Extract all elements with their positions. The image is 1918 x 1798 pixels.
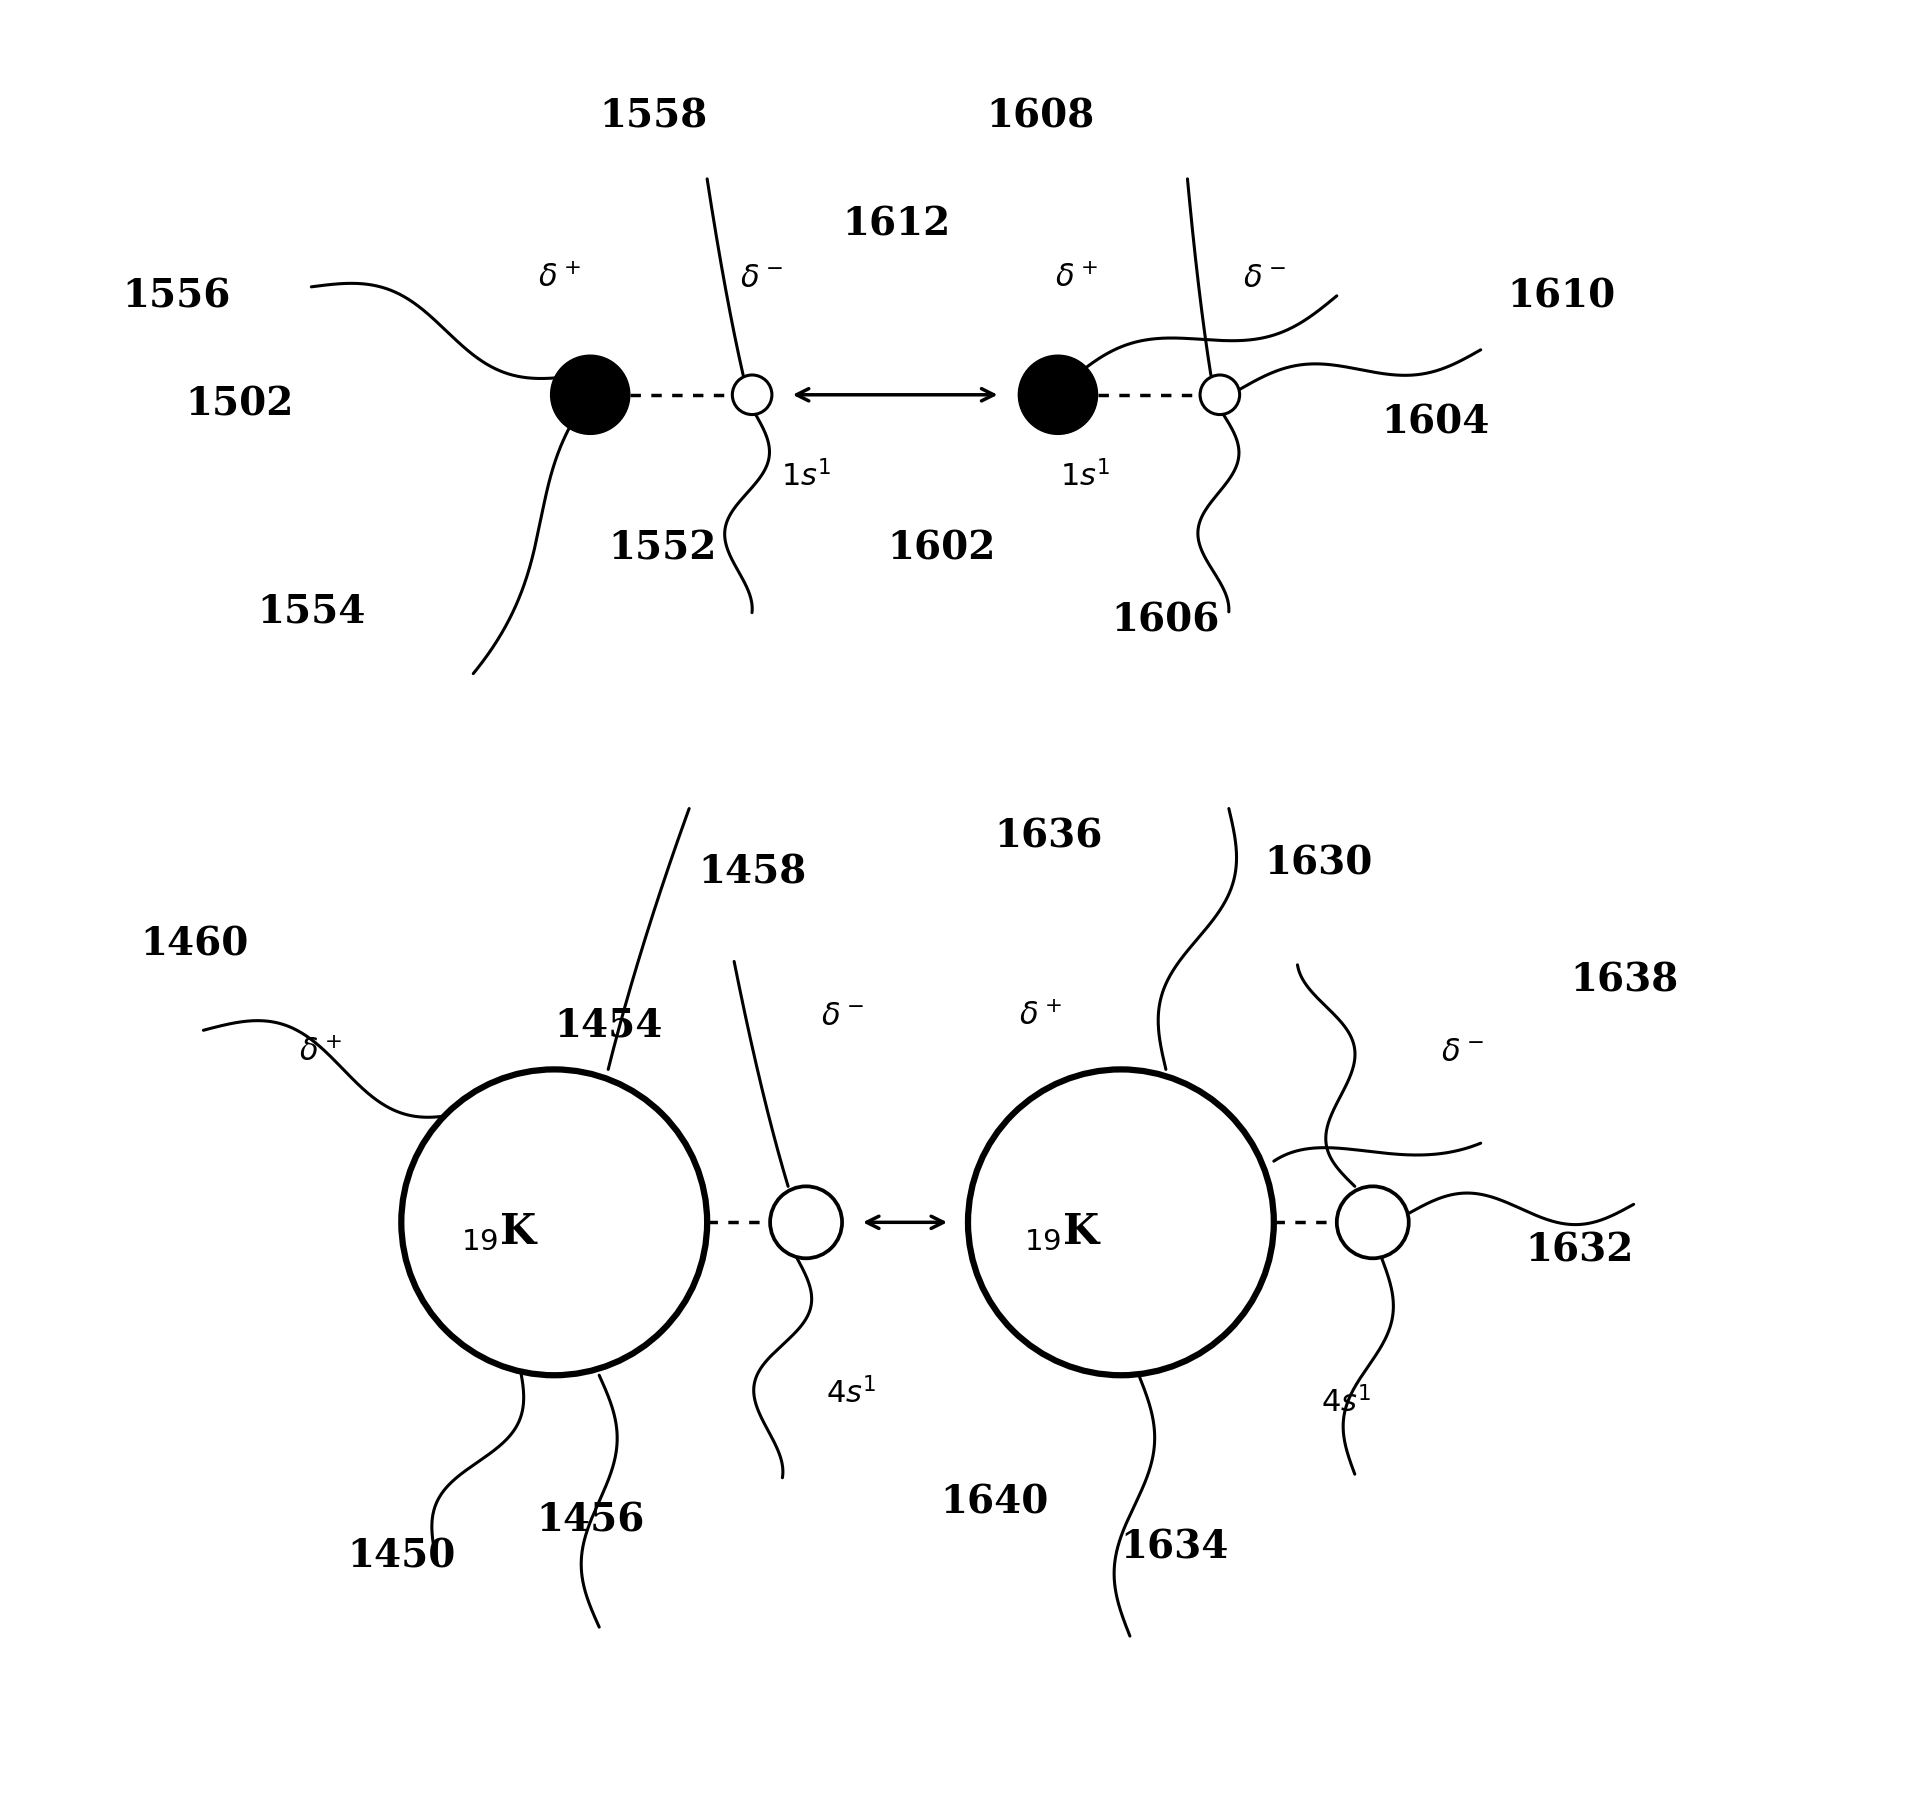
Text: $_{19}$K: $_{19}$K — [460, 1210, 539, 1253]
Text: 1612: 1612 — [842, 205, 949, 245]
Text: $\delta^+$: $\delta^+$ — [539, 263, 581, 295]
Text: $\delta^-$: $\delta^-$ — [740, 263, 783, 295]
Circle shape — [771, 1187, 842, 1259]
Text: $\delta^-$: $\delta^-$ — [1243, 263, 1287, 295]
Text: 1634: 1634 — [1120, 1527, 1229, 1566]
Text: 1558: 1558 — [598, 97, 708, 137]
Circle shape — [1201, 376, 1239, 415]
Circle shape — [550, 356, 629, 435]
Text: $4s^1$: $4s^1$ — [1322, 1386, 1371, 1419]
Text: 1630: 1630 — [1264, 843, 1373, 883]
Text: $4s^1$: $4s^1$ — [827, 1377, 877, 1410]
Circle shape — [1018, 356, 1097, 435]
Circle shape — [401, 1070, 708, 1375]
Circle shape — [969, 1070, 1274, 1375]
Text: 1502: 1502 — [186, 385, 293, 424]
Text: $\delta^-$: $\delta^-$ — [821, 1000, 863, 1032]
Text: 1602: 1602 — [886, 529, 995, 568]
Text: 1552: 1552 — [608, 529, 715, 568]
Text: 1458: 1458 — [698, 852, 806, 892]
Text: $\delta^+$: $\delta^+$ — [299, 1036, 341, 1068]
Text: 1638: 1638 — [1571, 960, 1678, 1000]
Text: 1610: 1610 — [1508, 277, 1615, 316]
Text: 1554: 1554 — [257, 592, 366, 631]
Text: 1454: 1454 — [554, 1005, 662, 1045]
Text: 1608: 1608 — [986, 97, 1093, 137]
Text: 1450: 1450 — [347, 1535, 455, 1575]
Text: 1556: 1556 — [123, 277, 230, 316]
Circle shape — [1337, 1187, 1408, 1259]
Text: $1s^1$: $1s^1$ — [781, 460, 830, 493]
Text: 1636: 1636 — [995, 816, 1103, 856]
Text: 1606: 1606 — [1112, 601, 1220, 640]
Text: $\delta^-$: $\delta^-$ — [1442, 1036, 1485, 1068]
Text: 1632: 1632 — [1525, 1230, 1634, 1269]
Text: 1640: 1640 — [942, 1482, 1049, 1521]
Text: 1604: 1604 — [1381, 403, 1490, 442]
Text: $_{19}$K: $_{19}$K — [1024, 1210, 1103, 1253]
Text: $\delta^+$: $\delta^+$ — [1055, 263, 1097, 295]
Text: $1s^1$: $1s^1$ — [1061, 460, 1111, 493]
Text: $\delta^+$: $\delta^+$ — [1018, 1000, 1061, 1032]
Text: 1460: 1460 — [140, 924, 249, 964]
Circle shape — [733, 376, 771, 415]
Text: 1456: 1456 — [535, 1500, 644, 1539]
